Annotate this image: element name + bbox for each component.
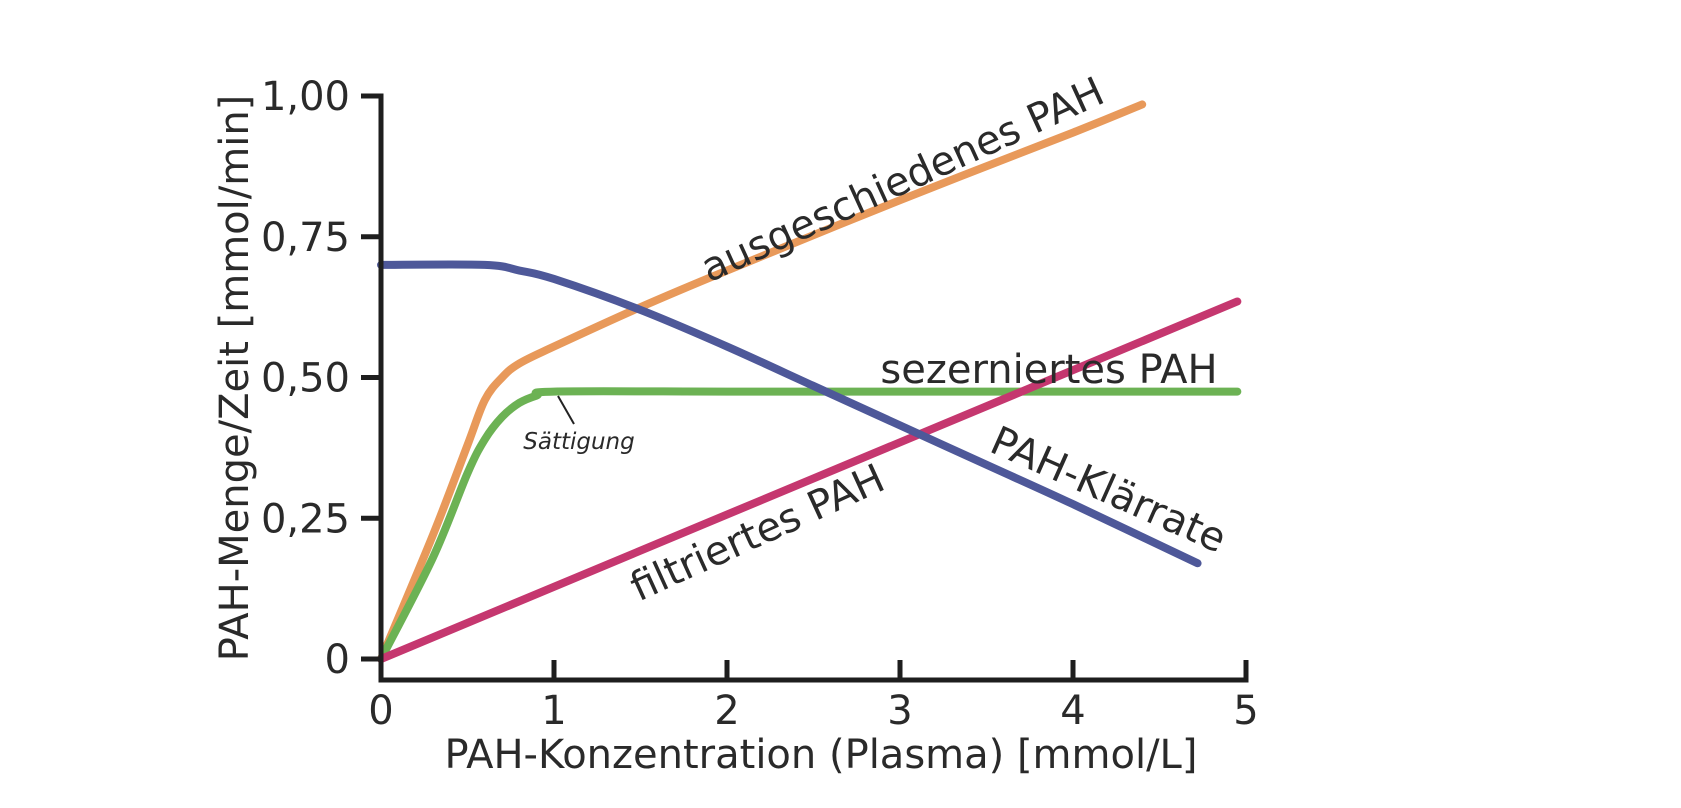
series-label-sezerniertes: sezerniertes PAH: [880, 347, 1217, 393]
series-ausgeschiedenes-pah: [377, 100, 1147, 663]
x-axis-title: PAH-Konzentration (Plasma) [mmol/L]: [445, 732, 1198, 778]
series-label-ausgeschiedenes: ausgeschiedenes PAH: [694, 69, 1111, 292]
series-pah-klaerrate: [377, 260, 1202, 568]
annotation-leader-line: [557, 395, 575, 425]
x-tick-label: 5: [1233, 688, 1258, 734]
x-tick-label: 4: [1060, 688, 1085, 734]
x-ticks: 0 1 2 3 4 5: [368, 660, 1259, 734]
x-tick-label: 1: [541, 688, 566, 734]
y-tick-label: 0,25: [261, 496, 350, 542]
series-layer: [377, 100, 1242, 663]
y-tick-label: 1,00: [261, 74, 350, 120]
x-tick-label: 0: [368, 688, 393, 734]
x-tick-label: 2: [714, 688, 739, 734]
y-tick-label: 0: [325, 637, 350, 683]
series-label-klaerrate: PAH-Klärrate: [984, 418, 1233, 563]
x-tick-label: 3: [887, 688, 912, 734]
axes: 0 1 2 3 4 5 0 0,25 0,50 0,75 1,00: [261, 74, 1259, 734]
annotation-saettigung: Sättigung: [523, 395, 635, 455]
series-label-filtriertes: filtriertes PAH: [624, 456, 892, 611]
y-tick-label: 0,75: [261, 215, 350, 261]
y-ticks: 0 0,25 0,50 0,75 1,00: [261, 74, 381, 683]
y-tick-label: 0,50: [261, 356, 350, 402]
annotation-saettigung-label: Sättigung: [523, 429, 634, 455]
series-filtriertes-pah: [377, 297, 1242, 663]
series-sezerniertes-pah: [377, 387, 1242, 663]
y-axis-title: PAH-Menge/Zeit [mmol/min]: [212, 95, 258, 662]
